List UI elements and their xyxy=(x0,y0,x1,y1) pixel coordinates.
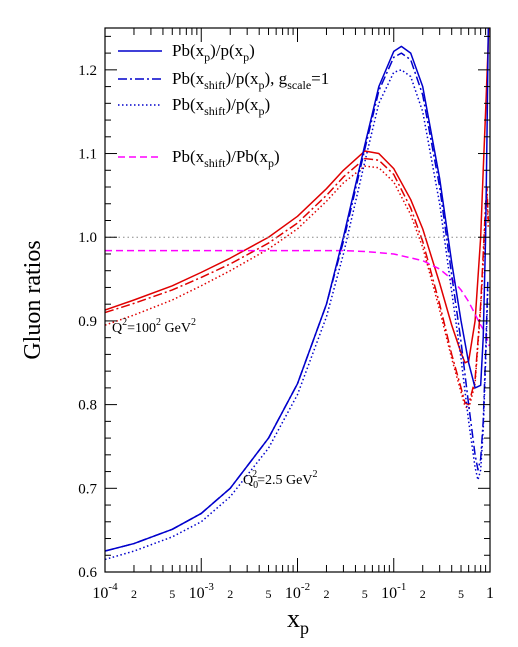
annot-rest: =100 xyxy=(127,321,156,336)
y-tick-label-3: 0.9 xyxy=(78,314,97,330)
x-minor-tick-label: 5 xyxy=(362,587,368,601)
annot-q: Q xyxy=(243,473,253,488)
x-tick-label-base: 10 xyxy=(92,585,108,602)
tick-labels-layer: 0.60.70.80.91.01.11.210-4 10-3 10-2 10-1 12 5… xyxy=(78,63,494,602)
x-tick-label-base: 1 xyxy=(486,585,494,602)
x-tick-label-0: 10-4 xyxy=(92,581,118,602)
legend-entry-0: Pb(xp)/p(xp) xyxy=(172,41,255,64)
x-tick-label-2: 10-2 xyxy=(285,581,310,602)
legend-text-mid: )/p(x xyxy=(225,69,259,88)
legend-text-tail: ), g xyxy=(265,69,288,88)
legend-text-sub2: p xyxy=(243,50,249,64)
legend-text-sub2: p xyxy=(268,156,274,170)
x-minor-tick-label: 2 xyxy=(227,587,233,601)
legend-text-main: Pb(x xyxy=(172,147,205,166)
series-line-1 xyxy=(105,157,490,406)
legend-text-sub2: p xyxy=(259,104,265,118)
x-tick-label-4: 1 xyxy=(486,585,494,602)
legend-text-tail: ) xyxy=(265,95,271,114)
annotation-q2-high: Q2=1002 GeV2 xyxy=(112,317,196,336)
legend-entry-1: Pb(xshift)/p(xp), gscale=1 xyxy=(172,69,329,92)
legend-text-main: Pb(x xyxy=(172,69,205,88)
annot-sup: 2 xyxy=(122,317,127,328)
legend-text-mid: )/p(x xyxy=(210,41,244,60)
y-tick-label-6: 1.2 xyxy=(78,63,97,79)
x-tick-label-exp: -4 xyxy=(108,581,118,593)
x-minor-tick-label: 5 xyxy=(266,587,272,601)
legend-text-main: Pb(x xyxy=(172,41,205,60)
x-tick-label-base: 10 xyxy=(189,585,205,602)
x-minor-tick-label: 2 xyxy=(131,587,137,601)
legend-text-sub: shift xyxy=(204,156,226,170)
legend-text-sub: p xyxy=(204,50,210,64)
x-tick-label-exp: -2 xyxy=(301,581,310,593)
series-line-2 xyxy=(105,165,490,410)
annot-rest: =2.5 GeV xyxy=(257,473,312,488)
ticks-layer xyxy=(104,28,491,573)
legend-text-tail: ) xyxy=(274,147,280,166)
legend-text-sub3: scale xyxy=(287,78,311,92)
x-minor-tick-label: 5 xyxy=(169,587,175,601)
annot-sup2: 2 xyxy=(156,317,161,328)
y-tick-label-1: 0.7 xyxy=(78,481,97,497)
x-axis-title-sub: p xyxy=(300,618,309,638)
y-tick-label-4: 1.0 xyxy=(78,230,97,246)
x-tick-label-exp: -1 xyxy=(397,581,406,593)
annot-sup3: 2 xyxy=(312,469,317,480)
legend-entry-3: Pb(xshift)/Pb(xp) xyxy=(172,147,280,170)
x-axis-title-main: x xyxy=(287,604,300,633)
legend-text-sub: shift xyxy=(204,104,226,118)
x-axis-title: xp xyxy=(287,604,309,638)
legend-text-main: Pb(x xyxy=(172,95,205,114)
annot-sub: 0 xyxy=(253,480,258,491)
x-minor-tick-label: 2 xyxy=(420,587,426,601)
annot-sup3: 2 xyxy=(191,317,196,328)
y-tick-label-0: 0.6 xyxy=(78,565,97,581)
legend-text-sub: shift xyxy=(204,78,226,92)
x-tick-label-3: 10-1 xyxy=(381,581,406,602)
y-tick-label-5: 1.1 xyxy=(78,147,97,163)
series-line-5 xyxy=(105,52,489,552)
x-minor-tick-label: 5 xyxy=(458,587,464,601)
y-tick-label-2: 0.8 xyxy=(78,398,97,414)
annotation-q2-low: Q02=2.5 GeV2 xyxy=(243,469,317,491)
annot-sup: 2 xyxy=(252,469,257,480)
x-tick-label-base: 10 xyxy=(285,585,301,602)
x-tick-label-exp: -3 xyxy=(205,581,215,593)
legend-entry-2: Pb(xshift)/p(xp) xyxy=(172,95,270,118)
annot-rest2: GeV xyxy=(161,321,191,336)
legend-text-sub2: p xyxy=(259,78,265,92)
legend-text-tail: ) xyxy=(249,41,255,60)
legend: Pb(xp)/p(xp)Pb(xshift)/p(xp), gscale=1Pb… xyxy=(118,41,329,170)
x-minor-tick-label: 2 xyxy=(323,587,329,601)
legend-text-mid: )/p(x xyxy=(225,95,259,114)
annot-q: Q xyxy=(112,321,122,336)
x-tick-label-1: 10-3 xyxy=(189,581,215,602)
y-axis-title: Gluon ratios xyxy=(20,240,46,359)
legend-text-tail2: =1 xyxy=(311,69,329,88)
x-tick-label-base: 10 xyxy=(381,585,397,602)
plot-frame xyxy=(104,27,491,573)
legend-text-mid: )/Pb(x xyxy=(225,147,268,166)
